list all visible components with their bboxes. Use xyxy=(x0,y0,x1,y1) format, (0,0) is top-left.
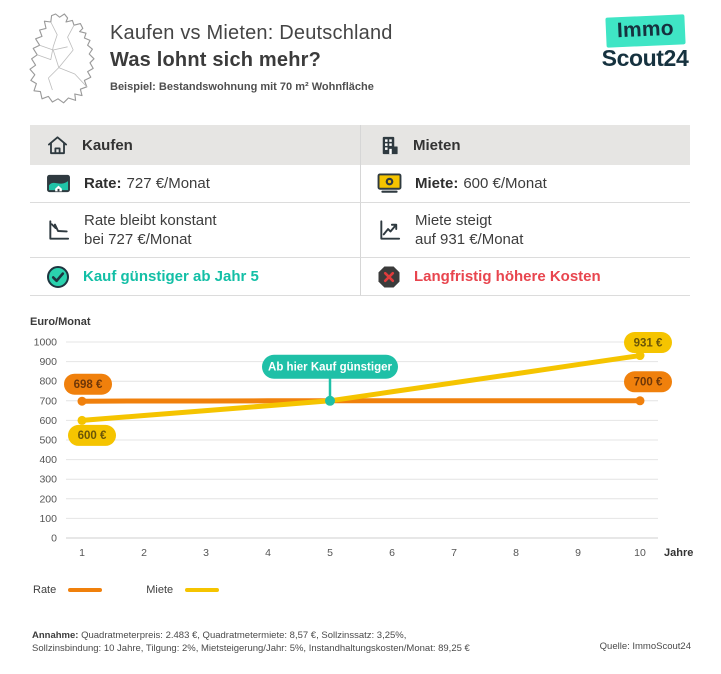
legend-miete-label: Miete xyxy=(146,584,174,596)
svg-text:0: 0 xyxy=(51,533,57,545)
x-octagon-icon xyxy=(377,265,401,289)
rate-trend-cell: Rate bleibt konstant bei 727 €/Monat xyxy=(30,203,360,258)
page-subtitle: Was lohnt sich mehr? xyxy=(110,49,322,71)
svg-text:Jahre: Jahre xyxy=(664,547,693,559)
svg-text:700 €: 700 € xyxy=(634,377,663,389)
line-chart: 0 100 200 300 400 500 600 700 800 900 1000 1 2 3 4 5 6 7 8… xyxy=(34,332,693,559)
svg-text:8: 8 xyxy=(513,547,519,559)
svg-text:931 €: 931 € xyxy=(634,337,663,349)
svg-text:9: 9 xyxy=(575,547,581,559)
logo-immo-badge: Immo xyxy=(604,14,686,48)
y-axis-title: Euro/Monat xyxy=(30,316,91,328)
svg-text:100: 100 xyxy=(39,513,57,525)
legend-miete-swatch xyxy=(185,588,220,592)
assumptions-note: Annahme: Quadratmeterpreis: 2.483 €, Qua… xyxy=(32,629,470,655)
svg-text:600: 600 xyxy=(39,415,57,427)
mieten-verdict-text: Langfristig höhere Kosten xyxy=(414,268,601,285)
header: Kaufen vs Mieten: Deutschland Was lohnt … xyxy=(22,10,393,106)
svg-text:500: 500 xyxy=(39,435,57,447)
rate-cell: Rate: 727 €/Monat xyxy=(30,165,360,203)
building-icon xyxy=(377,134,400,157)
example-note: Beispiel: Bestandswohnung mit 70 m² Wohn… xyxy=(110,81,374,93)
kaufen-header-label: Kaufen xyxy=(82,136,133,154)
kaufen-verdict-cell: Kauf günstiger ab Jahr 5 xyxy=(30,258,360,296)
check-circle-icon xyxy=(46,265,70,289)
svg-text:10: 10 xyxy=(634,547,646,559)
svg-text:2: 2 xyxy=(141,547,147,559)
svg-text:200: 200 xyxy=(39,493,57,505)
svg-text:1000: 1000 xyxy=(34,337,58,349)
immoscout24-logo: Immo Scout24 xyxy=(597,14,693,72)
svg-text:1: 1 xyxy=(79,547,85,559)
svg-text:400: 400 xyxy=(39,454,57,466)
comparison-table: Kaufen Mieten xyxy=(30,125,690,296)
chart-legend: Rate Miete xyxy=(33,584,263,596)
svg-text:3: 3 xyxy=(203,547,209,559)
legend-rate-label: Rate xyxy=(33,584,57,596)
kaufen-header-cell: Kaufen xyxy=(30,125,360,165)
svg-text:600 €: 600 € xyxy=(78,430,107,442)
svg-text:900: 900 xyxy=(39,356,57,368)
legend-item-rate: Rate xyxy=(33,584,103,596)
legend-item-miete: Miete xyxy=(146,584,220,596)
miete-cell: Miete: 600 €/Monat xyxy=(360,165,690,203)
svg-text:4: 4 xyxy=(265,547,271,559)
miete-label: Miete: xyxy=(415,175,459,192)
rate-value: 727 €/Monat xyxy=(126,175,210,192)
kaufen-verdict-text: Kauf günstiger ab Jahr 5 xyxy=(83,268,259,285)
assumptions-line1: Quadratmeterpreis: 2.483 €, Quadratmeter… xyxy=(81,630,407,641)
rate-label: Rate: xyxy=(84,175,122,192)
assumptions-line2: Sollzinsbindung: 10 Jahre, Tilgung: 2%, … xyxy=(32,643,470,654)
svg-text:800: 800 xyxy=(39,376,57,388)
rate-trend-line1: Rate bleibt konstant xyxy=(84,211,217,229)
miete-trend-line2: auf 931 €/Monat xyxy=(415,231,524,248)
assumptions-label: Annahme: xyxy=(32,630,79,641)
svg-text:6: 6 xyxy=(389,547,395,559)
svg-text:698 €: 698 € xyxy=(74,379,103,391)
svg-text:5: 5 xyxy=(327,547,333,559)
mieten-header-label: Mieten xyxy=(413,136,461,154)
chart-up-icon xyxy=(377,218,402,243)
source-credit: Quelle: ImmoScout24 xyxy=(599,641,691,652)
miete-trend-line1: Miete steigt xyxy=(415,211,492,229)
svg-text:Ab hier Kauf günstiger: Ab hier Kauf günstiger xyxy=(268,362,392,374)
page-title: Kaufen vs Mieten: Deutschland xyxy=(110,22,393,44)
svg-text:7: 7 xyxy=(451,547,457,559)
svg-text:300: 300 xyxy=(39,474,57,486)
chart-constant-icon xyxy=(46,218,71,243)
legend-rate-swatch xyxy=(68,588,103,592)
svg-text:700: 700 xyxy=(39,395,57,407)
mieten-verdict-cell: Langfristig höhere Kosten xyxy=(360,258,690,296)
money-house-icon xyxy=(46,173,71,194)
germany-map-icon xyxy=(22,10,102,106)
house-icon xyxy=(46,134,69,157)
logo-scout24-text: Scout24 xyxy=(601,45,689,71)
miete-value: 600 €/Monat xyxy=(463,175,547,192)
mieten-header-cell: Mieten xyxy=(360,125,690,165)
banknote-icon xyxy=(377,173,402,194)
rate-trend-line2: bei 727 €/Monat xyxy=(84,231,192,248)
miete-trend-cell: Miete steigt auf 931 €/Monat xyxy=(360,203,690,258)
